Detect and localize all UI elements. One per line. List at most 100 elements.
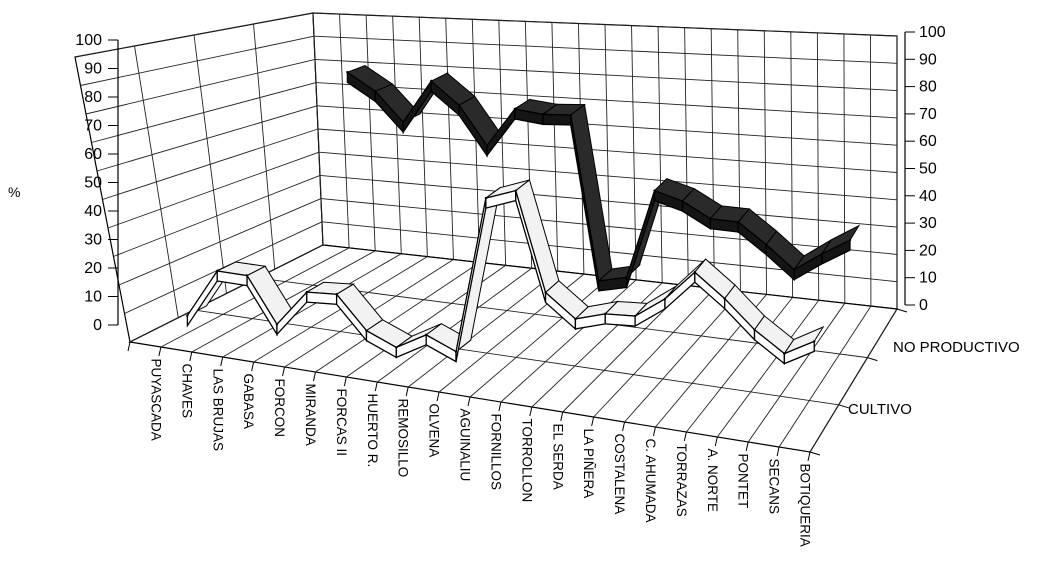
data-point-no-productivo	[625, 276, 627, 278]
data-point-cultivo	[544, 291, 546, 293]
x-tick-label: GABASA	[241, 374, 256, 430]
data-point-cultivo	[753, 329, 755, 331]
x-tick-label: HUERTO R.	[365, 394, 380, 468]
right-y-tick-label: 90	[919, 51, 937, 68]
data-point-no-productivo	[765, 243, 767, 245]
data-point-no-productivo	[849, 239, 851, 241]
right-y-tick-label: 30	[919, 215, 937, 232]
data-point-cultivo	[455, 350, 457, 352]
data-point-no-productivo	[597, 280, 599, 282]
x-tick-label: BOTIQUERIA	[798, 464, 813, 547]
left-y-tick-label: 30	[84, 232, 102, 249]
x-tick-label: FORNILLOS	[488, 414, 503, 491]
x-tick	[653, 427, 655, 436]
x-tick-label: TORRAZAS	[674, 444, 689, 517]
data-point-cultivo	[574, 318, 576, 320]
x-tick	[375, 382, 377, 391]
data-point-cultivo	[723, 297, 725, 299]
data-point-cultivo	[395, 346, 397, 348]
data-point-no-productivo	[570, 114, 572, 116]
right-y-tick-label: 10	[919, 270, 937, 287]
data-point-no-productivo	[402, 121, 404, 123]
x-tick	[437, 392, 439, 401]
left-y-tick-label: 50	[84, 175, 102, 192]
x-tick-label: TORROLLON	[519, 419, 534, 503]
x-tick	[684, 432, 686, 441]
left-y-tick-label: 10	[84, 289, 102, 306]
left-y-tick-label: 80	[84, 89, 102, 106]
x-tick-label: PONTET	[736, 454, 751, 509]
left-y-tick-label: 60	[84, 146, 102, 163]
x-tick-label: OLVENA	[427, 404, 442, 458]
ribbon-face-cultivo	[605, 314, 635, 326]
right-y-tick-label: 100	[919, 24, 946, 41]
y-axis-label: %	[8, 184, 20, 200]
x-tick	[808, 452, 810, 461]
right-y-tick-label: 60	[919, 133, 937, 150]
data-point-cultivo	[604, 313, 606, 315]
x-tick-label: FORCON	[272, 379, 287, 438]
left-y-tick-label: 0	[93, 317, 102, 334]
x-tick	[283, 367, 285, 376]
left-y-tick-label: 40	[84, 203, 102, 220]
depth-tick	[897, 309, 907, 312]
x-tick	[406, 387, 408, 396]
left-y-tick-label: 20	[84, 260, 102, 277]
data-point-no-productivo	[486, 144, 488, 146]
data-point-no-productivo	[709, 218, 711, 220]
x-tick	[715, 437, 717, 446]
x-tick	[344, 377, 346, 386]
ribbon-face-cultivo	[307, 292, 337, 304]
x-tick	[159, 347, 161, 356]
x-tick-label: COSTALENA	[612, 434, 627, 515]
data-point-cultivo	[276, 323, 278, 325]
x-tick	[221, 357, 223, 366]
data-point-cultivo	[515, 189, 517, 191]
x-tick-label: SECANS	[767, 459, 782, 515]
x-tick	[468, 397, 470, 406]
x-tick	[623, 422, 625, 431]
data-point-no-productivo	[514, 108, 516, 110]
x-tick-label: MIRANDA	[303, 384, 318, 446]
depth-tick	[867, 358, 877, 361]
left-y-tick-label: 100	[75, 32, 102, 49]
right-y-tick-label: 20	[919, 242, 937, 259]
data-point-cultivo	[664, 298, 666, 300]
x-tick	[252, 362, 254, 371]
data-point-cultivo	[634, 315, 636, 317]
x-tick	[313, 372, 315, 381]
x-tick-label: CHAVES	[179, 364, 194, 419]
x-tick	[530, 407, 532, 416]
data-point-no-productivo	[793, 268, 795, 270]
x-tick	[128, 342, 130, 351]
data-point-cultivo	[306, 291, 308, 293]
data-point-cultivo	[783, 352, 785, 354]
x-tick	[499, 402, 501, 411]
data-point-cultivo	[246, 274, 248, 276]
right-y-tick-label: 40	[919, 188, 937, 205]
x-tick-label: REMOSILLO	[396, 399, 411, 478]
series-labels: CULTIVO NO PRODUCTIVO	[848, 339, 1020, 418]
ribbon-face-no-productivo	[543, 114, 571, 125]
depth-tick	[810, 452, 820, 455]
series-label: CULTIVO	[848, 401, 912, 418]
series-label: NO PRODUCTIVO	[893, 339, 1020, 356]
data-point-cultivo	[216, 270, 218, 272]
data-point-cultivo	[694, 271, 696, 273]
data-point-no-productivo	[542, 113, 544, 115]
data-point-cultivo	[425, 334, 427, 336]
data-point-no-productivo	[430, 80, 432, 82]
right-y-tick-label: 70	[919, 106, 937, 123]
x-tick	[777, 447, 779, 456]
x-tick-label: PUYASCADA	[148, 359, 163, 441]
x-tick-label: A. NORTE	[705, 449, 720, 513]
left-y-tick-label: 90	[84, 61, 102, 78]
left-y-tick-label: 70	[84, 118, 102, 135]
right-y-tick-label: 0	[919, 297, 928, 314]
data-point-cultivo	[186, 314, 188, 316]
data-point-cultivo	[365, 329, 367, 331]
x-tick-label: C. AHUMADA	[643, 439, 658, 523]
x-tick-label: AGUINALIU	[458, 409, 473, 482]
data-point-no-productivo	[681, 200, 683, 202]
